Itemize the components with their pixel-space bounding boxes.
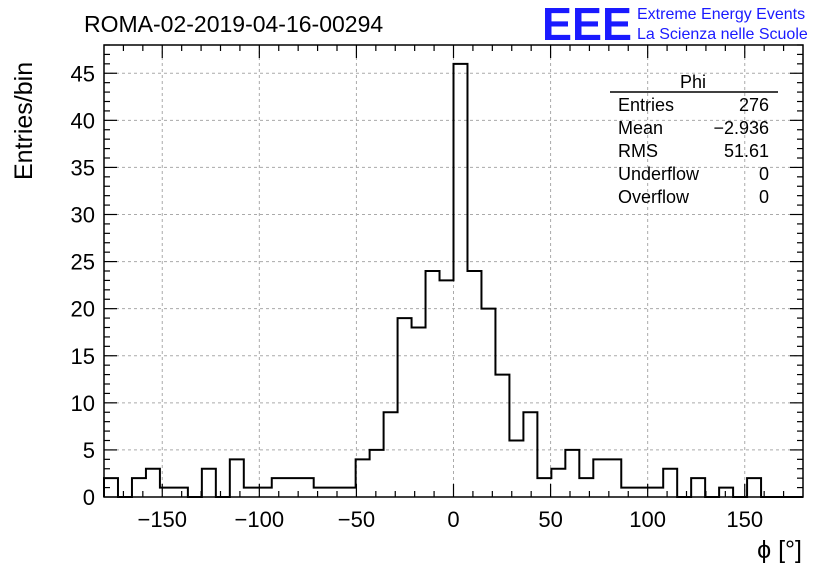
stats-row-label: Underflow	[618, 164, 700, 184]
histogram-bin	[258, 488, 272, 497]
y-tick-label: 10	[71, 391, 95, 416]
histogram-bin	[621, 488, 635, 497]
histogram-bin	[300, 478, 314, 497]
eee-logo-line1: Extreme Energy Events	[637, 6, 805, 23]
histogram-bin	[230, 459, 244, 497]
y-tick-label: 40	[71, 108, 95, 133]
histogram-bin	[509, 441, 523, 498]
histogram-bin	[649, 488, 663, 497]
histogram-bin	[426, 271, 440, 497]
x-tick-label: −100	[235, 507, 285, 532]
histogram-bin	[356, 459, 370, 497]
stats-box: Phi Entries 276 Mean −2.936 RMS 51.61 Underflo…	[610, 72, 778, 207]
histogram-bin	[314, 488, 328, 497]
histogram-bin	[342, 488, 356, 497]
stats-title: Phi	[680, 72, 706, 92]
histogram-bin	[579, 478, 593, 497]
histogram-bin	[551, 469, 565, 497]
histogram-bin	[495, 375, 509, 497]
histogram-bin	[467, 271, 481, 497]
histogram-bin	[370, 450, 384, 497]
histogram-bin	[481, 309, 495, 497]
eee-logo-line2: La Scienza nelle Scuole	[637, 26, 808, 43]
histogram-bin	[146, 469, 160, 497]
y-tick-label: 15	[71, 344, 95, 369]
histogram-bin	[132, 478, 146, 497]
y-tick-label: 45	[71, 61, 95, 86]
stats-row-label: RMS	[618, 141, 658, 161]
histogram-bin	[537, 478, 551, 497]
stats-row-value: 0	[759, 187, 769, 207]
y-tick-label: 0	[83, 485, 95, 510]
y-tick-label: 25	[71, 250, 95, 275]
histogram-bin	[440, 280, 454, 497]
histogram-bin	[454, 64, 468, 497]
eee-logo-mark: EEE	[542, 0, 632, 50]
histogram-bin	[286, 478, 300, 497]
histogram-bin	[607, 459, 621, 497]
histogram-bin	[593, 459, 607, 497]
x-tick-label: −150	[137, 507, 187, 532]
histogram-bin	[523, 412, 537, 497]
histogram-bin	[719, 488, 733, 497]
x-tick-label: 50	[538, 507, 562, 532]
stats-row-label: Mean	[618, 118, 663, 138]
axis-ticks: −150 −100 −50 0 50 100 150 0 5 10 15 20 25 30 35 40 45	[71, 44, 803, 532]
eee-logo: EEE Extreme Energy Events La Scienza nel…	[542, 0, 808, 50]
y-axis-label: Entries/bin	[10, 62, 38, 180]
y-tick-label: 5	[83, 438, 95, 463]
stats-row-value: 51.61	[724, 141, 769, 161]
histogram-bin	[272, 478, 286, 497]
y-tick-label: 35	[71, 155, 95, 180]
histogram-bin	[328, 488, 342, 497]
histogram-bin	[565, 450, 579, 497]
histogram-bin	[160, 488, 174, 497]
x-tick-label: 150	[726, 507, 763, 532]
histogram-bin	[384, 412, 398, 497]
histogram-bin	[412, 328, 426, 498]
histogram-bin	[691, 478, 705, 497]
stats-row-value: 0	[759, 164, 769, 184]
y-tick-label: 20	[71, 297, 95, 322]
stats-row-value: −2.936	[713, 118, 769, 138]
histogram-bin	[174, 488, 188, 497]
histogram-bin	[398, 318, 412, 497]
chart-title: ROMA-02-2019-04-16-00294	[84, 11, 383, 37]
histogram-bin	[635, 488, 649, 497]
stats-row-label: Entries	[618, 95, 674, 115]
histogram-bin	[244, 488, 258, 497]
x-tick-label: 0	[447, 507, 459, 532]
histogram-bin	[747, 478, 761, 497]
histogram-bin	[202, 469, 216, 497]
x-tick-label: −50	[338, 507, 375, 532]
x-tick-label: 100	[629, 507, 666, 532]
histogram-bin	[104, 478, 118, 497]
y-tick-label: 30	[71, 203, 95, 228]
x-axis-label: ϕ [°]	[757, 536, 802, 564]
stats-row-value: 276	[739, 95, 769, 115]
stats-row-label: Overflow	[618, 187, 690, 207]
histogram-bin	[663, 469, 677, 497]
